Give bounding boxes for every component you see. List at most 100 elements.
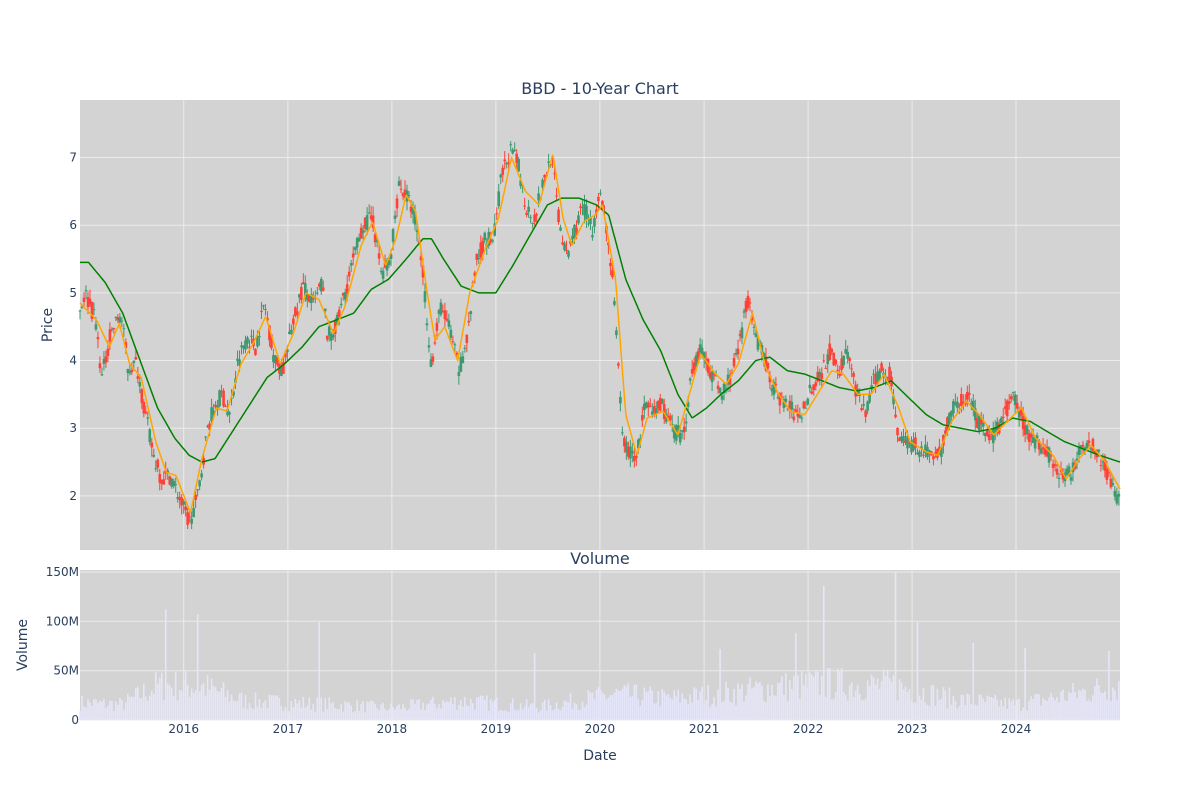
candle-body [126,368,130,374]
volume-bar [926,704,929,720]
volume-bar [328,697,331,720]
candle-body [1117,493,1121,497]
candle-body [381,270,385,279]
volume-bar [432,696,434,720]
volume-bar [479,695,482,720]
volume-bar [182,679,185,720]
volume-bar [150,690,153,720]
candle-body [692,362,696,371]
volume-bar [882,669,885,720]
candle-body [497,191,501,207]
candle-body [836,369,840,371]
volume-bar [970,704,973,720]
candle-body [421,265,425,278]
candle-body [282,362,285,374]
volume-bar [458,704,460,720]
volume-bar [673,690,675,720]
candle-body [304,283,307,297]
volume-bar [474,709,476,720]
volume-bar [551,710,554,720]
volume-bar [137,686,139,720]
volume-bar [669,697,672,720]
volume-bar [462,706,464,720]
candle-body [864,410,867,417]
volume-bar [398,704,400,720]
candle-body [475,253,479,260]
x-tick-label: 2017 [273,722,304,736]
candle-body [461,356,465,364]
volume-bar [99,700,101,720]
volume-bar [236,700,239,720]
volume-bar [434,703,436,720]
candle-body [272,355,275,363]
volume-plot-area[interactable]: 2016 2017 2018 2019 2020 2021 2022 2023 2024 0 50M… [46,565,1120,736]
volume-bar [296,703,299,720]
volume-bar [601,692,604,720]
candle-body [782,399,786,409]
volume-bar [286,709,289,720]
volume-bar [557,708,560,720]
price-plot-area[interactable]: 2 3 4 5 6 7 [69,100,1121,550]
volume-bar [240,692,243,720]
volume-bar [83,706,85,720]
candle-body [248,346,251,349]
candle-body [1053,464,1057,467]
x-tick-label: 2016 [168,722,199,736]
volume-bar [117,704,119,720]
candle-body [1015,402,1019,409]
volume-bar [306,705,309,720]
candle-body [1041,447,1045,450]
candle-body [1049,455,1053,457]
volume-bar [553,708,556,720]
candle-body [597,196,600,202]
volume-bar [769,696,771,720]
volume-bar [645,691,648,720]
candle-body [90,302,94,320]
volume-bar [517,709,520,720]
volume-bar [617,690,620,720]
volume-bar [765,702,767,720]
candle-body [710,371,714,383]
volume-bar [956,708,959,720]
candle-body [1095,449,1099,458]
candle-body [489,239,493,243]
volume-bar [737,683,739,720]
volume-bar [918,695,921,720]
volume-bar [499,709,502,720]
volume-bar [816,671,819,720]
volume-bar [476,697,478,720]
volume-bar [501,710,504,720]
volume-bar [1066,701,1068,720]
candle-body [944,430,947,434]
volume-bar [186,684,189,720]
volume-bar [986,695,989,720]
volume-bar [525,699,528,720]
candle-body [629,446,632,459]
volume-bar [533,652,536,720]
candle-body [950,410,953,417]
volume-bar [1088,699,1090,720]
volume-bar [406,710,408,720]
date-axis-label: Date [583,748,616,764]
volume-bar [340,704,343,720]
candle-body [228,412,231,415]
volume-bar [593,699,596,720]
volume-bar [685,699,687,720]
candle-body [842,355,845,366]
volume-bar [575,704,578,720]
volume-bar [677,689,679,720]
candle-body [260,310,263,313]
candle-body [457,372,461,377]
candle-body [611,270,614,278]
candle-body [168,476,172,485]
candle-body [533,214,536,222]
candle-body [577,215,580,224]
candle-body [208,423,211,430]
volume-bar [170,688,173,720]
candle-body [908,442,911,444]
candle-body [262,305,265,307]
volume-bar [709,707,711,720]
candle-body [997,423,1001,434]
candle-body [561,242,564,245]
candle-body [226,409,229,416]
